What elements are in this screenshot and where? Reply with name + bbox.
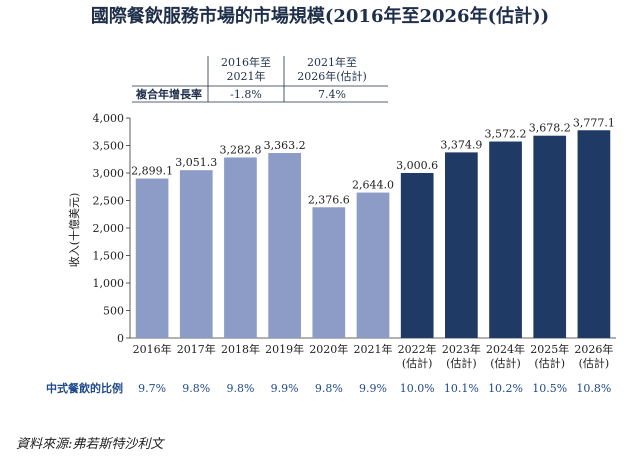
bar-value-label: 2,644.0 (352, 179, 394, 192)
share-value: 9.8% (226, 382, 254, 395)
x-tick-label: 2016年 (133, 342, 172, 356)
y-axis-label: 收入(十億美元) (67, 193, 81, 268)
x-tick-label: 2024年 (486, 342, 525, 356)
share-value: 9.7% (138, 382, 166, 395)
share-row-label: 中式餐飲的比例 (46, 381, 123, 395)
bar-value-label: 3,678.2 (529, 122, 571, 135)
y-tick-label: 2,000 (93, 222, 125, 235)
share-value: 10.2% (488, 382, 523, 395)
bar (489, 141, 522, 338)
cagr-period-1-value: -1.8% (230, 88, 262, 101)
x-tick-label-sub: (估計) (402, 356, 433, 370)
bar-value-label: 3,572.2 (485, 128, 527, 141)
y-tick-label: 1,000 (93, 277, 125, 290)
bar (268, 153, 301, 338)
bar (224, 157, 257, 338)
x-tick-label: 2025年 (530, 342, 569, 356)
x-tick-label-sub: (估計) (579, 356, 610, 370)
bar (312, 207, 346, 338)
y-tick-label: 2,500 (93, 195, 125, 208)
bar-value-label: 3,374.9 (440, 138, 482, 151)
share-value: 10.0% (400, 382, 435, 395)
y-tick-label: 0 (117, 332, 124, 345)
y-tick-label: 500 (103, 305, 124, 318)
x-tick-label: 2020年 (309, 342, 348, 356)
share-value: 10.1% (444, 382, 479, 395)
share-row-values: 9.7% 9.8% 9.8% 9.9% 9.8% 9.9% 10.0% 10.1% 10.2% 1… (138, 382, 611, 395)
x-tick-label: 2023年 (442, 342, 481, 356)
share-value: 9.8% (315, 382, 343, 395)
cagr-period-2-header-line1: 2021年至 (307, 55, 357, 69)
bar-value-label: 3,282.8 (219, 143, 261, 156)
x-tick-label: 2019年 (265, 342, 304, 356)
cagr-period-1-header-line2: 2021年 (227, 69, 266, 83)
share-value: 10.5% (532, 382, 567, 395)
bar-value-label: 3,051.3 (175, 156, 217, 169)
x-tick-label: 2017年 (177, 342, 216, 356)
y-axis-ticks: 0 500 1,000 1,500 2,000 2,500 3,000 3,500 4,000 (93, 112, 130, 345)
y-tick-label: 3,500 (93, 140, 125, 153)
bar (445, 152, 478, 338)
cagr-period-2-value: 7.4% (318, 88, 346, 101)
share-value: 9.9% (271, 382, 299, 395)
chart-title: 國際餐飲服務市場的市場規模(2016年至2026年(估計)) (91, 5, 549, 27)
share-value: 9.8% (182, 382, 210, 395)
bar-value-label: 2,376.6 (308, 193, 350, 206)
cagr-row-label: 複合年增長率 (135, 87, 202, 101)
x-axis-labels: 2016年 2017年 2018年 2019年 2020年 2021年 2022年(估計)2… (133, 342, 614, 370)
bar (179, 170, 213, 338)
x-tick-label-sub: (估計) (534, 356, 565, 370)
bar (135, 178, 169, 338)
bar-value-label: 3,000.6 (396, 159, 438, 172)
x-tick-label: 2022年 (398, 342, 437, 356)
cagr-period-2-header-line2: 2026年(估計) (297, 69, 367, 83)
x-tick-label: 2026年 (574, 342, 613, 356)
y-tick-label: 4,000 (93, 112, 125, 125)
x-tick-label: 2021年 (354, 342, 393, 356)
x-tick-label-sub: (估計) (446, 356, 477, 370)
bar-value-label: 2,899.1 (131, 165, 173, 178)
bar (400, 172, 434, 338)
bar (577, 130, 611, 338)
share-value: 10.8% (576, 382, 611, 395)
cagr-table: 2016年至 2021年 2021年至 2026年(估計) 複合年增長率 -1.… (132, 55, 388, 103)
y-tick-label: 3,000 (93, 167, 125, 180)
source-note: 資料來源:弗若斯特沙利文 (16, 436, 165, 452)
bar (356, 192, 390, 338)
bar-value-label: 3,363.2 (264, 139, 306, 152)
share-value: 9.9% (359, 382, 387, 395)
bar (533, 135, 567, 338)
cagr-period-1-header-line1: 2016年至 (221, 55, 271, 69)
y-tick-label: 1,500 (93, 250, 125, 263)
x-tick-label-sub: (估計) (490, 356, 521, 370)
bar-value-label: 3,777.1 (573, 116, 615, 129)
x-tick-label: 2018年 (221, 342, 260, 356)
bars: 2,899.13,051.33,282.8 3,363.2 2,376.62,644… (131, 116, 615, 338)
